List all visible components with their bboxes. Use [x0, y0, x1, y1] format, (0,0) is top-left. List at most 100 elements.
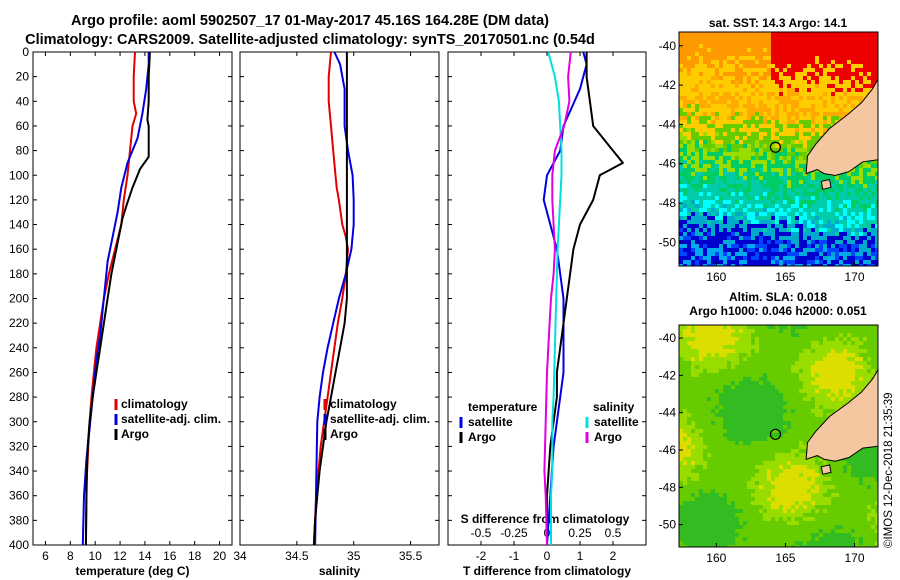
map-cell — [811, 32, 815, 36]
map-cell — [683, 208, 687, 212]
map-cell — [787, 405, 791, 409]
map-cell — [795, 361, 799, 365]
map-cell — [735, 349, 739, 353]
map-cell — [779, 116, 783, 120]
map-cell — [803, 192, 807, 196]
map-cell — [815, 365, 819, 369]
map-cell — [803, 341, 807, 345]
map-cell — [723, 393, 727, 397]
map-cell — [795, 248, 799, 252]
map-cell — [755, 204, 759, 208]
map-cell — [683, 132, 687, 136]
map-cell — [783, 409, 787, 413]
map-cell — [719, 68, 723, 72]
map-cell — [795, 232, 799, 236]
map-cell — [767, 365, 771, 369]
map-cell — [707, 365, 711, 369]
y-tick-label: 60 — [16, 119, 30, 133]
map-cell — [703, 441, 707, 445]
map-cell — [775, 148, 779, 152]
map-cell — [851, 88, 855, 92]
map-cell — [803, 120, 807, 124]
map-cell — [827, 188, 831, 192]
map-cell — [859, 164, 863, 168]
map-cell — [791, 64, 795, 68]
map-cell — [819, 389, 823, 393]
map-cell — [871, 40, 875, 44]
map-cell — [763, 72, 767, 76]
map-cell — [859, 96, 863, 100]
map-cell — [803, 413, 807, 417]
map-cell — [843, 32, 847, 36]
map-cell — [819, 36, 823, 40]
map-cell — [695, 176, 699, 180]
map-cell — [843, 220, 847, 224]
map-cell — [783, 405, 787, 409]
map-cell — [771, 92, 775, 96]
map-cell — [799, 357, 803, 361]
map-cell — [707, 357, 711, 361]
map-cell — [691, 425, 695, 429]
map-cell — [767, 377, 771, 381]
map-cell — [723, 381, 727, 385]
map-cell — [731, 457, 735, 461]
map-cell — [803, 337, 807, 341]
y-tick-label: 160 — [9, 242, 29, 256]
map-cell — [707, 104, 711, 108]
map-cell — [767, 48, 771, 52]
map-cell — [719, 349, 723, 353]
map-cell — [743, 192, 747, 196]
map-cell — [711, 172, 715, 176]
map-cell — [823, 329, 827, 333]
map-cell — [731, 373, 735, 377]
map-cell — [811, 48, 815, 52]
map-cell — [871, 256, 875, 260]
map-cell — [791, 224, 795, 228]
map-cell — [747, 192, 751, 196]
map-cell — [795, 389, 799, 393]
map-cell — [763, 208, 767, 212]
map-cell — [695, 112, 699, 116]
map-cell — [787, 192, 791, 196]
map-cell — [691, 44, 695, 48]
map-cell — [795, 425, 799, 429]
map-cell — [799, 433, 803, 437]
map-cell — [811, 393, 815, 397]
map-cell — [871, 204, 875, 208]
map-cell — [775, 212, 779, 216]
map-cell — [775, 40, 779, 44]
map-cell — [703, 244, 707, 248]
map-cell — [695, 48, 699, 52]
map-cell — [743, 357, 747, 361]
map-cell — [763, 196, 767, 200]
map-cell — [743, 156, 747, 160]
map-cell — [851, 393, 855, 397]
map-cell — [795, 64, 799, 68]
map-cell — [843, 36, 847, 40]
map-cell — [851, 64, 855, 68]
map-cell — [735, 341, 739, 345]
map-cell — [771, 212, 775, 216]
map-cell — [731, 220, 735, 224]
map-cell — [851, 36, 855, 40]
map-cell — [815, 84, 819, 88]
map-cell — [767, 84, 771, 88]
map-cell — [699, 220, 703, 224]
map-cell — [715, 92, 719, 96]
map-cell — [763, 96, 767, 100]
map-cell — [735, 116, 739, 120]
map-cell — [871, 333, 875, 337]
map-cell — [807, 208, 811, 212]
map-cell — [703, 385, 707, 389]
map-cell — [795, 441, 799, 445]
map-cell — [827, 373, 831, 377]
map-cell — [795, 172, 799, 176]
map-cell — [811, 112, 815, 116]
map-cell — [839, 212, 843, 216]
map-cell — [803, 425, 807, 429]
map-cell — [695, 136, 699, 140]
map-cell — [819, 244, 823, 248]
map-cell — [839, 176, 843, 180]
map-cell — [795, 228, 799, 232]
map-cell — [787, 393, 791, 397]
